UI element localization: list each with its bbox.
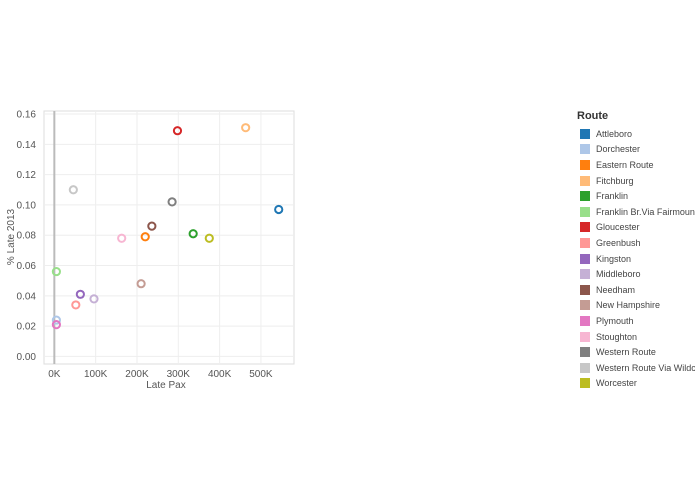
legend-swatch — [580, 362, 590, 373]
y-tick-label: 0.08 — [17, 231, 37, 242]
legend-item: Western Route — [577, 344, 695, 360]
plot-frame — [43, 110, 295, 365]
legend-label: Attleboro — [596, 128, 633, 139]
legend-swatch — [580, 206, 590, 217]
y-tick-label: 0.10 — [17, 200, 37, 211]
legend-label: Western Route — [596, 347, 656, 358]
legend-label: Kingston — [596, 253, 632, 264]
data-point-worcester — [204, 233, 214, 243]
legend-swatch — [580, 222, 590, 233]
y-tick-label: 0.04 — [17, 291, 37, 302]
legend-swatch — [580, 128, 590, 139]
legend-swatch — [580, 300, 590, 311]
legend-label: Franklin Br.Via Fairmount — [596, 206, 695, 217]
x-tick-label: 300K — [167, 369, 191, 380]
data-point-middleboro — [89, 294, 99, 304]
legend-item: Worcester — [577, 376, 695, 392]
legend-label: Fitchburg — [596, 175, 634, 186]
legend-item: Fitchburg — [577, 173, 695, 189]
data-point-gloucester — [172, 126, 183, 136]
x-tick-label: 500K — [249, 369, 273, 380]
data-point-fitchburg — [241, 123, 251, 133]
legend-swatch — [580, 331, 590, 342]
y-tick-label: 0.00 — [17, 352, 37, 363]
y-tick-label: 0.12 — [17, 170, 37, 181]
data-points — [51, 123, 284, 330]
legend-swatch — [580, 269, 590, 280]
legend-item: Dorchester — [577, 142, 695, 158]
legend-swatch — [580, 144, 590, 155]
x-tick-label: 200K — [125, 369, 149, 380]
data-point-western-route — [167, 197, 177, 207]
axes: 0K 100K 200K 300K 400K 500K 0.00 0.02 0.04 0.06 0.… — [17, 110, 273, 380]
legend-title: Route — [577, 110, 609, 122]
y-tick-label: 0.16 — [17, 110, 37, 121]
data-point-eastern-route — [140, 232, 150, 242]
data-point-kingston — [75, 289, 85, 299]
x-axis-title: Late Pax — [146, 380, 185, 391]
legend-item: Stoughton — [577, 329, 695, 345]
data-point-dorchester — [51, 315, 61, 325]
legend-label: Gloucester — [596, 222, 640, 233]
x-tick-label: 100K — [84, 369, 108, 380]
legend-label: Eastern Route — [596, 159, 654, 170]
grid — [43, 110, 295, 365]
legend-item: Kingston — [577, 251, 695, 267]
legend-swatch — [580, 315, 590, 326]
data-point-greenbush — [71, 300, 81, 310]
legend-label: New Hampshire — [596, 300, 661, 311]
legend-item: Attleboro — [577, 126, 695, 142]
legend-label: Greenbush — [596, 237, 641, 248]
legend-label: Plymouth — [596, 315, 634, 326]
legend-swatch — [580, 284, 590, 295]
data-point-franklin — [188, 229, 198, 239]
data-point-needham — [147, 221, 157, 231]
y-axis-title: % Late 2013 — [6, 208, 17, 265]
legend-label: Dorchester — [596, 144, 641, 155]
legend-swatch — [580, 347, 590, 358]
data-point-western-route-via-wildcat — [68, 185, 78, 195]
legend-item: Franklin Br.Via Fairmount — [577, 204, 695, 220]
legend-item: Western Route Via Wildcat — [577, 360, 695, 376]
data-point-stoughton — [117, 233, 127, 243]
legend-item: Plymouth — [577, 313, 695, 329]
x-tick-label: 0K — [48, 369, 61, 380]
legend-swatch — [580, 191, 590, 202]
legend-items: Attleboro Dorchester Eastern Route Fitchbur… — [577, 126, 695, 391]
legend-swatch — [580, 237, 590, 248]
legend-label: Stoughton — [596, 331, 638, 342]
y-tick-label: 0.02 — [17, 322, 37, 333]
legend-item: Eastern Route — [577, 157, 695, 173]
legend-label: Western Route Via Wildcat — [596, 362, 695, 373]
data-point-plymouth — [51, 320, 61, 330]
y-tick-label: 0.06 — [17, 261, 37, 272]
legend-swatch — [580, 175, 590, 186]
data-point-new-hampshire — [136, 279, 146, 289]
data-point-franklin-br-via-fairmount — [51, 266, 61, 277]
legend-item: New Hampshire — [577, 298, 695, 314]
legend-swatch — [580, 159, 590, 170]
legend-label: Middleboro — [596, 269, 641, 280]
data-point-attleboro — [274, 204, 284, 215]
legend-label: Worcester — [596, 378, 637, 389]
legend-label: Needham — [596, 284, 636, 295]
legend-item: Gloucester — [577, 220, 695, 236]
legend-label: Franklin — [596, 191, 629, 202]
legend-swatch — [580, 378, 590, 389]
legend: Route Attleboro Dorchester Eastern Route Fi… — [577, 110, 695, 391]
legend-item: Franklin — [577, 188, 695, 204]
x-tick-label: 400K — [208, 369, 232, 380]
y-tick-label: 0.14 — [17, 140, 37, 151]
legend-item: Needham — [577, 282, 695, 298]
legend-swatch — [580, 253, 590, 264]
legend-item: Greenbush — [577, 235, 695, 251]
legend-item: Middleboro — [577, 266, 695, 282]
